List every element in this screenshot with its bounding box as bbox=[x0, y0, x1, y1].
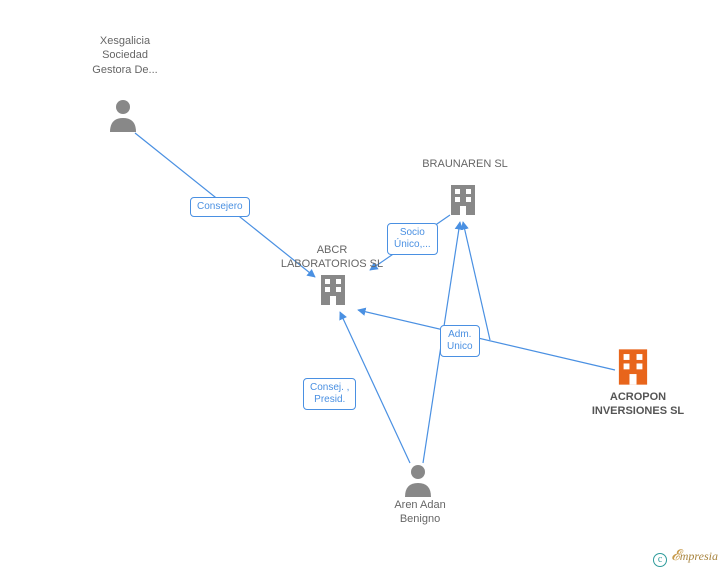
node-label[interactable]: BRAUNAREN SL bbox=[415, 157, 515, 171]
node-label[interactable]: Xesgalicia Sociedad Gestora De... bbox=[85, 34, 165, 77]
copyright-icon: c bbox=[653, 553, 667, 567]
edges-layer bbox=[0, 0, 728, 575]
edge-label: Socio Único,... bbox=[387, 223, 438, 255]
node-label[interactable]: Aren Adan Benigno bbox=[380, 498, 460, 527]
node-label[interactable]: ABCR LABORATORIOS SL bbox=[257, 243, 407, 272]
building-icon[interactable] bbox=[318, 273, 348, 312]
building-icon[interactable] bbox=[448, 183, 478, 222]
edge-label: Consejero bbox=[190, 197, 250, 217]
edge-label: Consej. , Presid. bbox=[303, 378, 356, 410]
building-highlight-icon[interactable] bbox=[615, 347, 651, 392]
edge-label: Adm. Unico bbox=[440, 325, 480, 357]
edge-acropon-braunaren bbox=[463, 222, 490, 340]
node-label[interactable]: ACROPON INVERSIONES SL bbox=[578, 390, 698, 419]
watermark: c𝓔mpresia bbox=[653, 547, 718, 567]
diagram-canvas: Xesgalicia Sociedad Gestora De... ABCR L… bbox=[0, 0, 728, 575]
person-icon[interactable] bbox=[403, 463, 433, 502]
person-icon[interactable] bbox=[108, 98, 138, 137]
edge-acropon-abcr bbox=[358, 310, 615, 370]
watermark-text: mpresia bbox=[680, 549, 718, 563]
